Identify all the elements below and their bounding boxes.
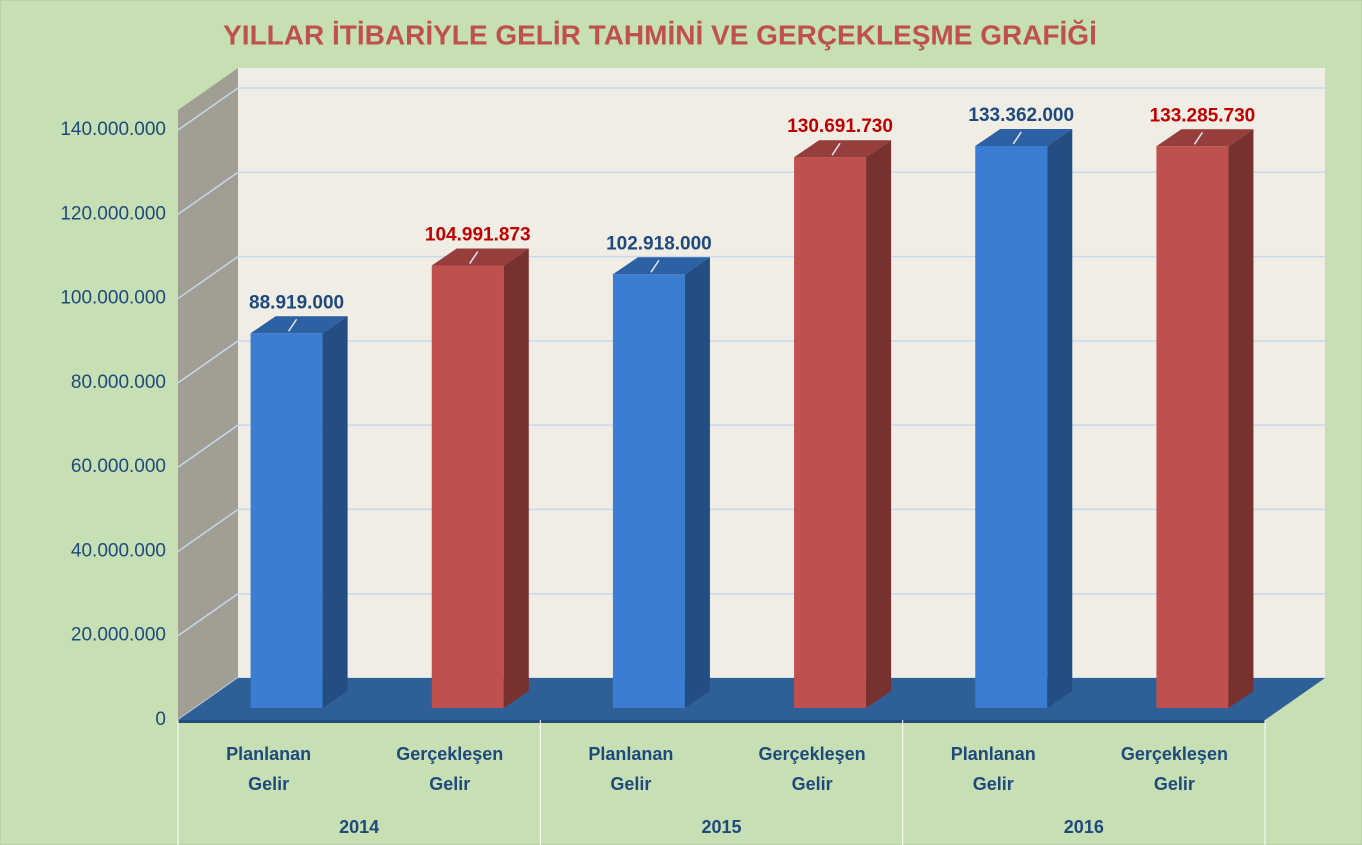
x-tick-label: Planlanan Gelir	[588, 744, 673, 794]
label-leader	[469, 251, 479, 264]
y-tick-label: 20.000.000	[71, 625, 166, 646]
bar	[612, 274, 685, 708]
value-label: 130.691.730	[787, 116, 893, 137]
y-tick-label: 60.000.000	[71, 456, 166, 477]
group-label: 2015	[701, 817, 741, 837]
grid-line	[177, 87, 239, 131]
value-label: 88.919.000	[249, 292, 344, 313]
bar-top-shade	[1156, 129, 1254, 147]
bar-top	[431, 248, 529, 266]
bar-top	[612, 257, 710, 275]
y-tick-label: 80.000.000	[71, 372, 166, 393]
bar-top	[1156, 129, 1254, 147]
bar-side-shade	[1228, 129, 1254, 709]
grid-line	[177, 171, 239, 215]
x-tick-label: Planlanan Gelir	[226, 744, 311, 794]
bar	[431, 265, 504, 708]
grid-line	[177, 508, 239, 553]
bar-top-shade	[431, 248, 529, 266]
bar-top	[250, 316, 348, 334]
bar-top-shade	[612, 257, 710, 275]
bar-side-shade	[1047, 128, 1073, 708]
bar	[794, 157, 867, 708]
x-tick-label: Gerçekleşen Gelir	[1121, 744, 1228, 794]
bar-side	[1228, 129, 1254, 709]
y-tick-label: 140.000.000	[60, 119, 166, 140]
bar-side	[1047, 128, 1073, 708]
bar	[1156, 146, 1229, 709]
bar-top	[975, 128, 1073, 146]
bar-top	[794, 140, 892, 158]
group-label: 2014	[339, 817, 379, 837]
group-label: 2016	[1064, 817, 1104, 837]
chart-title: YILLAR İTİBARİYLE GELİR TAHMİNİ VE GERÇE…	[223, 19, 1097, 50]
value-label: 104.991.873	[425, 225, 531, 246]
bar	[975, 145, 1048, 708]
bar-side-shade	[503, 248, 529, 709]
y-tick-label: 40.000.000	[71, 540, 166, 561]
label-leader	[650, 259, 660, 273]
grid-line	[177, 340, 239, 384]
bar	[250, 333, 323, 708]
grid-line	[177, 593, 239, 637]
value-label: 133.362.000	[968, 105, 1074, 126]
bar-top-shade	[975, 128, 1073, 146]
side-wall	[178, 68, 238, 720]
grid-line	[177, 424, 239, 468]
label-leader	[287, 318, 298, 332]
label-leader	[1193, 131, 1204, 145]
x-tick-label: Planlanan Gelir	[951, 744, 1036, 794]
bar-top-shade	[794, 140, 892, 158]
x-tick-label: Gerçekleşen Gelir	[396, 744, 503, 794]
grid-line	[177, 255, 239, 300]
bar-side	[866, 140, 892, 708]
x-tick-label: Gerçekleşen Gelir	[759, 744, 866, 794]
value-label: 133.285.730	[1150, 105, 1256, 126]
bar-side	[684, 257, 710, 708]
bar-side-shade	[684, 257, 710, 708]
bar-side-shade	[866, 140, 892, 708]
label-leader	[1012, 131, 1022, 145]
floor-edge	[178, 720, 1265, 723]
bar-side	[503, 248, 529, 709]
value-label: 102.918.000	[606, 233, 712, 254]
y-tick-label: 120.000.000	[60, 203, 166, 224]
floor	[178, 678, 1325, 720]
label-leader	[831, 142, 841, 156]
bar-top-shade	[250, 316, 348, 334]
bar-side-shade	[322, 316, 348, 708]
y-tick-label: 0	[155, 709, 166, 730]
y-tick-label: 100.000.000	[60, 288, 166, 309]
bar-side	[322, 316, 348, 708]
